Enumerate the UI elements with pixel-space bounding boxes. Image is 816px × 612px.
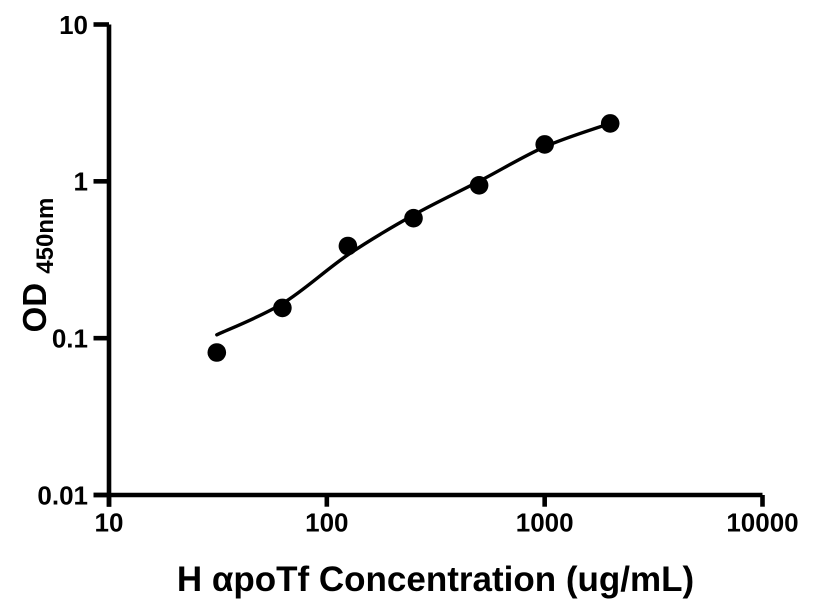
data-point (273, 298, 292, 318)
y-axis-ticks (93, 22, 109, 498)
y-axis-title-subscript: 450nm (32, 198, 59, 274)
data-point (207, 343, 227, 362)
x-axis-title: H αpoTf Concentration (ug/mL) (177, 560, 694, 599)
data-point (600, 114, 620, 133)
x-axis-ticks (106, 495, 765, 507)
data-point (338, 236, 358, 256)
x-tick-label: 10 (95, 508, 124, 538)
y-axis-title: OD 450nm (16, 198, 59, 333)
data-point (404, 208, 423, 228)
x-axis-tick-labels: 10 100 1000 10000 (95, 508, 799, 538)
y-axis-tick-labels: 10 1 0.1 0.01 (37, 10, 88, 510)
y-tick-label: 1 (74, 167, 88, 197)
y-axis-title-main: OD (16, 283, 53, 333)
y-tick-label: 10 (59, 10, 88, 40)
x-tick-label: 10000 (726, 508, 798, 538)
x-tick-label: 100 (305, 508, 348, 538)
data-point (535, 135, 554, 154)
y-tick-label: 0.1 (52, 323, 88, 353)
x-tick-label: 1000 (516, 508, 574, 538)
axes (93, 22, 765, 507)
y-tick-label: 0.01 (37, 480, 88, 510)
data-point (469, 176, 489, 195)
data-points (207, 114, 620, 362)
